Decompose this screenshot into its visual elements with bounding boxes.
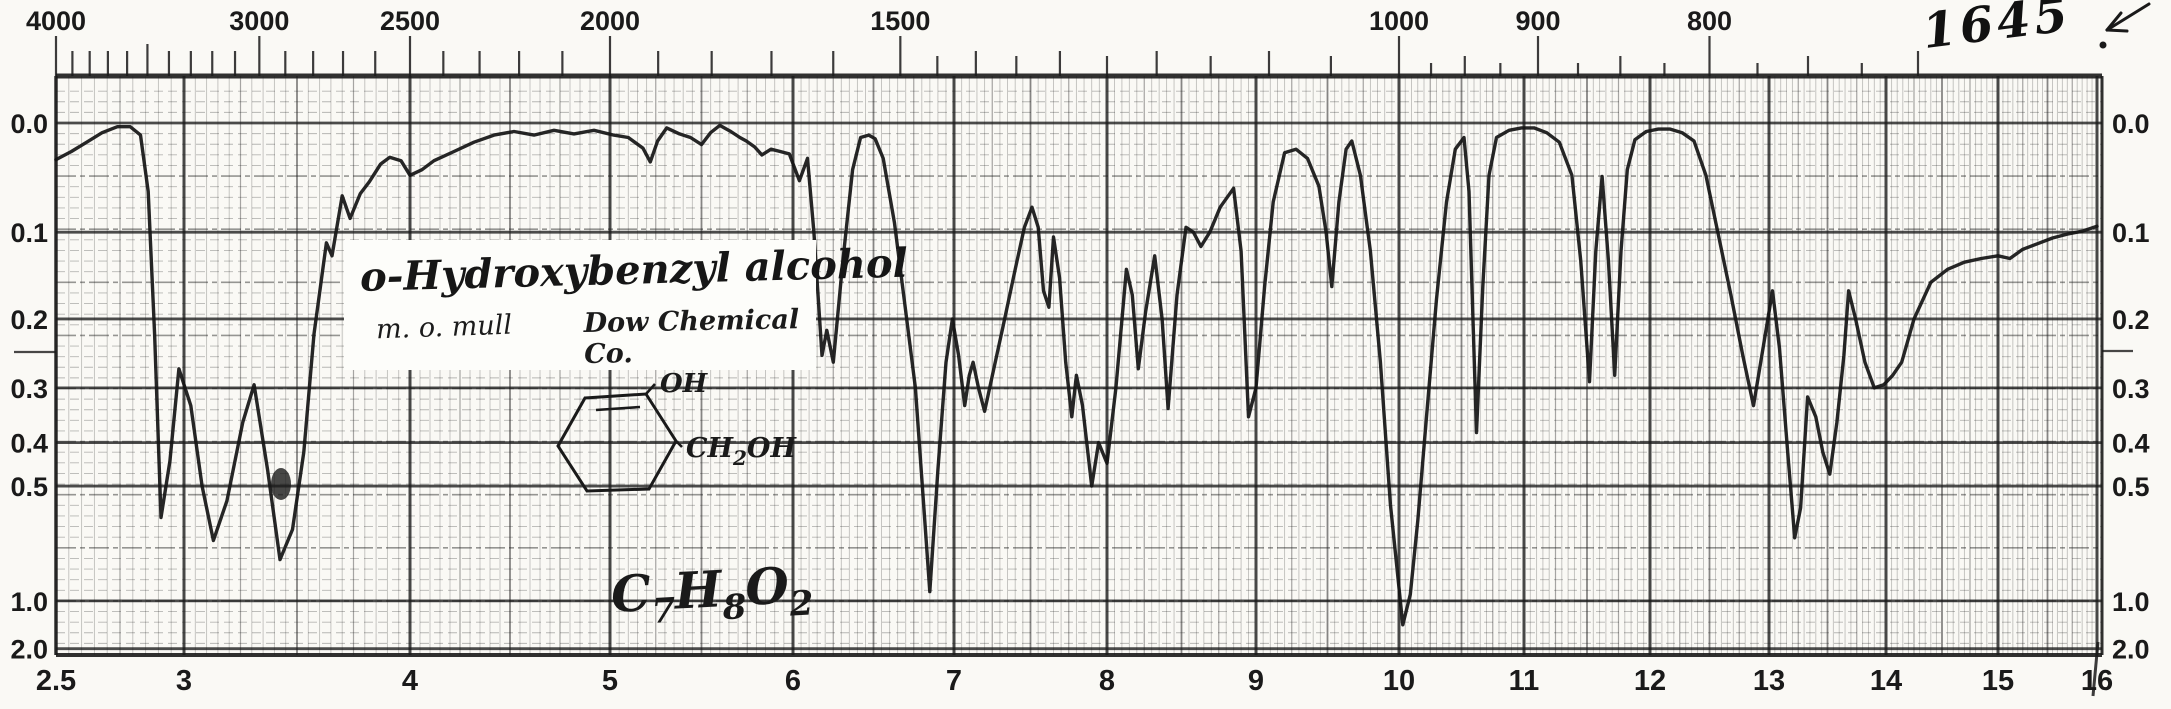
structure-drawing: OH CH2OH: [556, 369, 797, 493]
left-axis-tick-label: 0.3: [10, 374, 48, 404]
top-axis-tick-label: 4000: [26, 6, 86, 36]
right-axis-tick-label: 0.0: [2112, 109, 2150, 139]
company-name: Dow Chemical Co.: [583, 304, 800, 371]
left-axis-tick-label: 0.5: [10, 472, 48, 502]
bottom-axis-tick-label: 9: [1248, 665, 1264, 697]
right-axis-tick-label: 0.2: [2112, 305, 2150, 335]
right-axis-tick-label: 0.4: [2112, 429, 2150, 459]
sample-title: o-Hydroxybenzyl alcohol: [359, 239, 909, 301]
top-axis-tick-label: 2000: [580, 6, 640, 36]
handwritten-stroke-mark: [2091, 641, 2100, 697]
bottom-axis-tick-label: 12: [1634, 665, 1666, 697]
right-axis-tick-label: 0.5: [2112, 472, 2150, 502]
left-axis-tick-label: 1.0: [10, 587, 48, 617]
sample-info-box: o-Hydroxybenzyl alcohol m. o. mull Dow C…: [344, 239, 909, 370]
spectrum-trace: [54, 123, 2099, 627]
bottom-axis-tick-label: 3: [176, 665, 192, 697]
bottom-axis-tick-label: 7: [946, 665, 962, 697]
top-axis-tick-label: 3000: [229, 6, 289, 36]
hydroxyl-label: OH: [660, 369, 709, 399]
handwritten-arrow-mark: [2099, 2, 2151, 49]
axis-labels: 4000 3000 2500 2000 1500 1000 900 800 2.5 3 4 5 6 7 8 9…: [10, 6, 2149, 697]
top-axis-tick-label: 1500: [870, 6, 930, 36]
bottom-axis-tick-label: 10: [1383, 665, 1415, 697]
side-chain-label: CH2OH: [686, 433, 797, 470]
bottom-axis-tick-label: 8: [1099, 665, 1115, 697]
right-axis-tick-label: 0.3: [2112, 374, 2150, 404]
right-axis-tick-label: 1.0: [2112, 587, 2150, 617]
left-axis-tick-label: 0.1: [10, 218, 48, 248]
top-axis-tick-label: 800: [1687, 6, 1732, 36]
top-axis-tick-label: 2500: [380, 6, 440, 36]
top-axis-tick-label: 900: [1515, 6, 1560, 36]
bottom-axis-tick-label: 15: [1982, 665, 2014, 697]
left-axis-tick-label: 2.0: [10, 635, 48, 665]
top-axis-tick-label: 1000: [1369, 6, 1429, 36]
left-axis-tick-label: 0.2: [10, 305, 48, 335]
wavenumber-ticks: [54, 36, 1920, 76]
right-axis-tick-label: 0.1: [2112, 218, 2150, 248]
bottom-axis-tick-label: 11: [1509, 665, 1540, 697]
bottom-axis-tick-label: 14: [1870, 665, 1902, 697]
left-axis-tick-label: 0.4: [10, 429, 48, 459]
molecular-formula: C7H8O2: [610, 555, 815, 634]
credit-row: m. o. mull Dow Chemical Co.: [344, 304, 814, 370]
ink-blot-mark: [271, 468, 291, 500]
bottom-axis-tick-label: 6: [785, 665, 801, 697]
bottom-axis-tick-label: 16: [2081, 665, 2113, 697]
analyst-name: m. o. mull: [375, 309, 513, 346]
bottom-axis-tick-label: 4: [402, 665, 418, 697]
left-axis-tick-label: 0.0: [10, 109, 48, 139]
right-axis-tick-label: 2.0: [2112, 635, 2150, 665]
bottom-axis-tick-label: 2.5: [36, 665, 76, 697]
bottom-axis-tick-label: 13: [1753, 665, 1785, 697]
plot-frame: [54, 73, 2104, 657]
bottom-axis-tick-label: 5: [602, 665, 618, 697]
